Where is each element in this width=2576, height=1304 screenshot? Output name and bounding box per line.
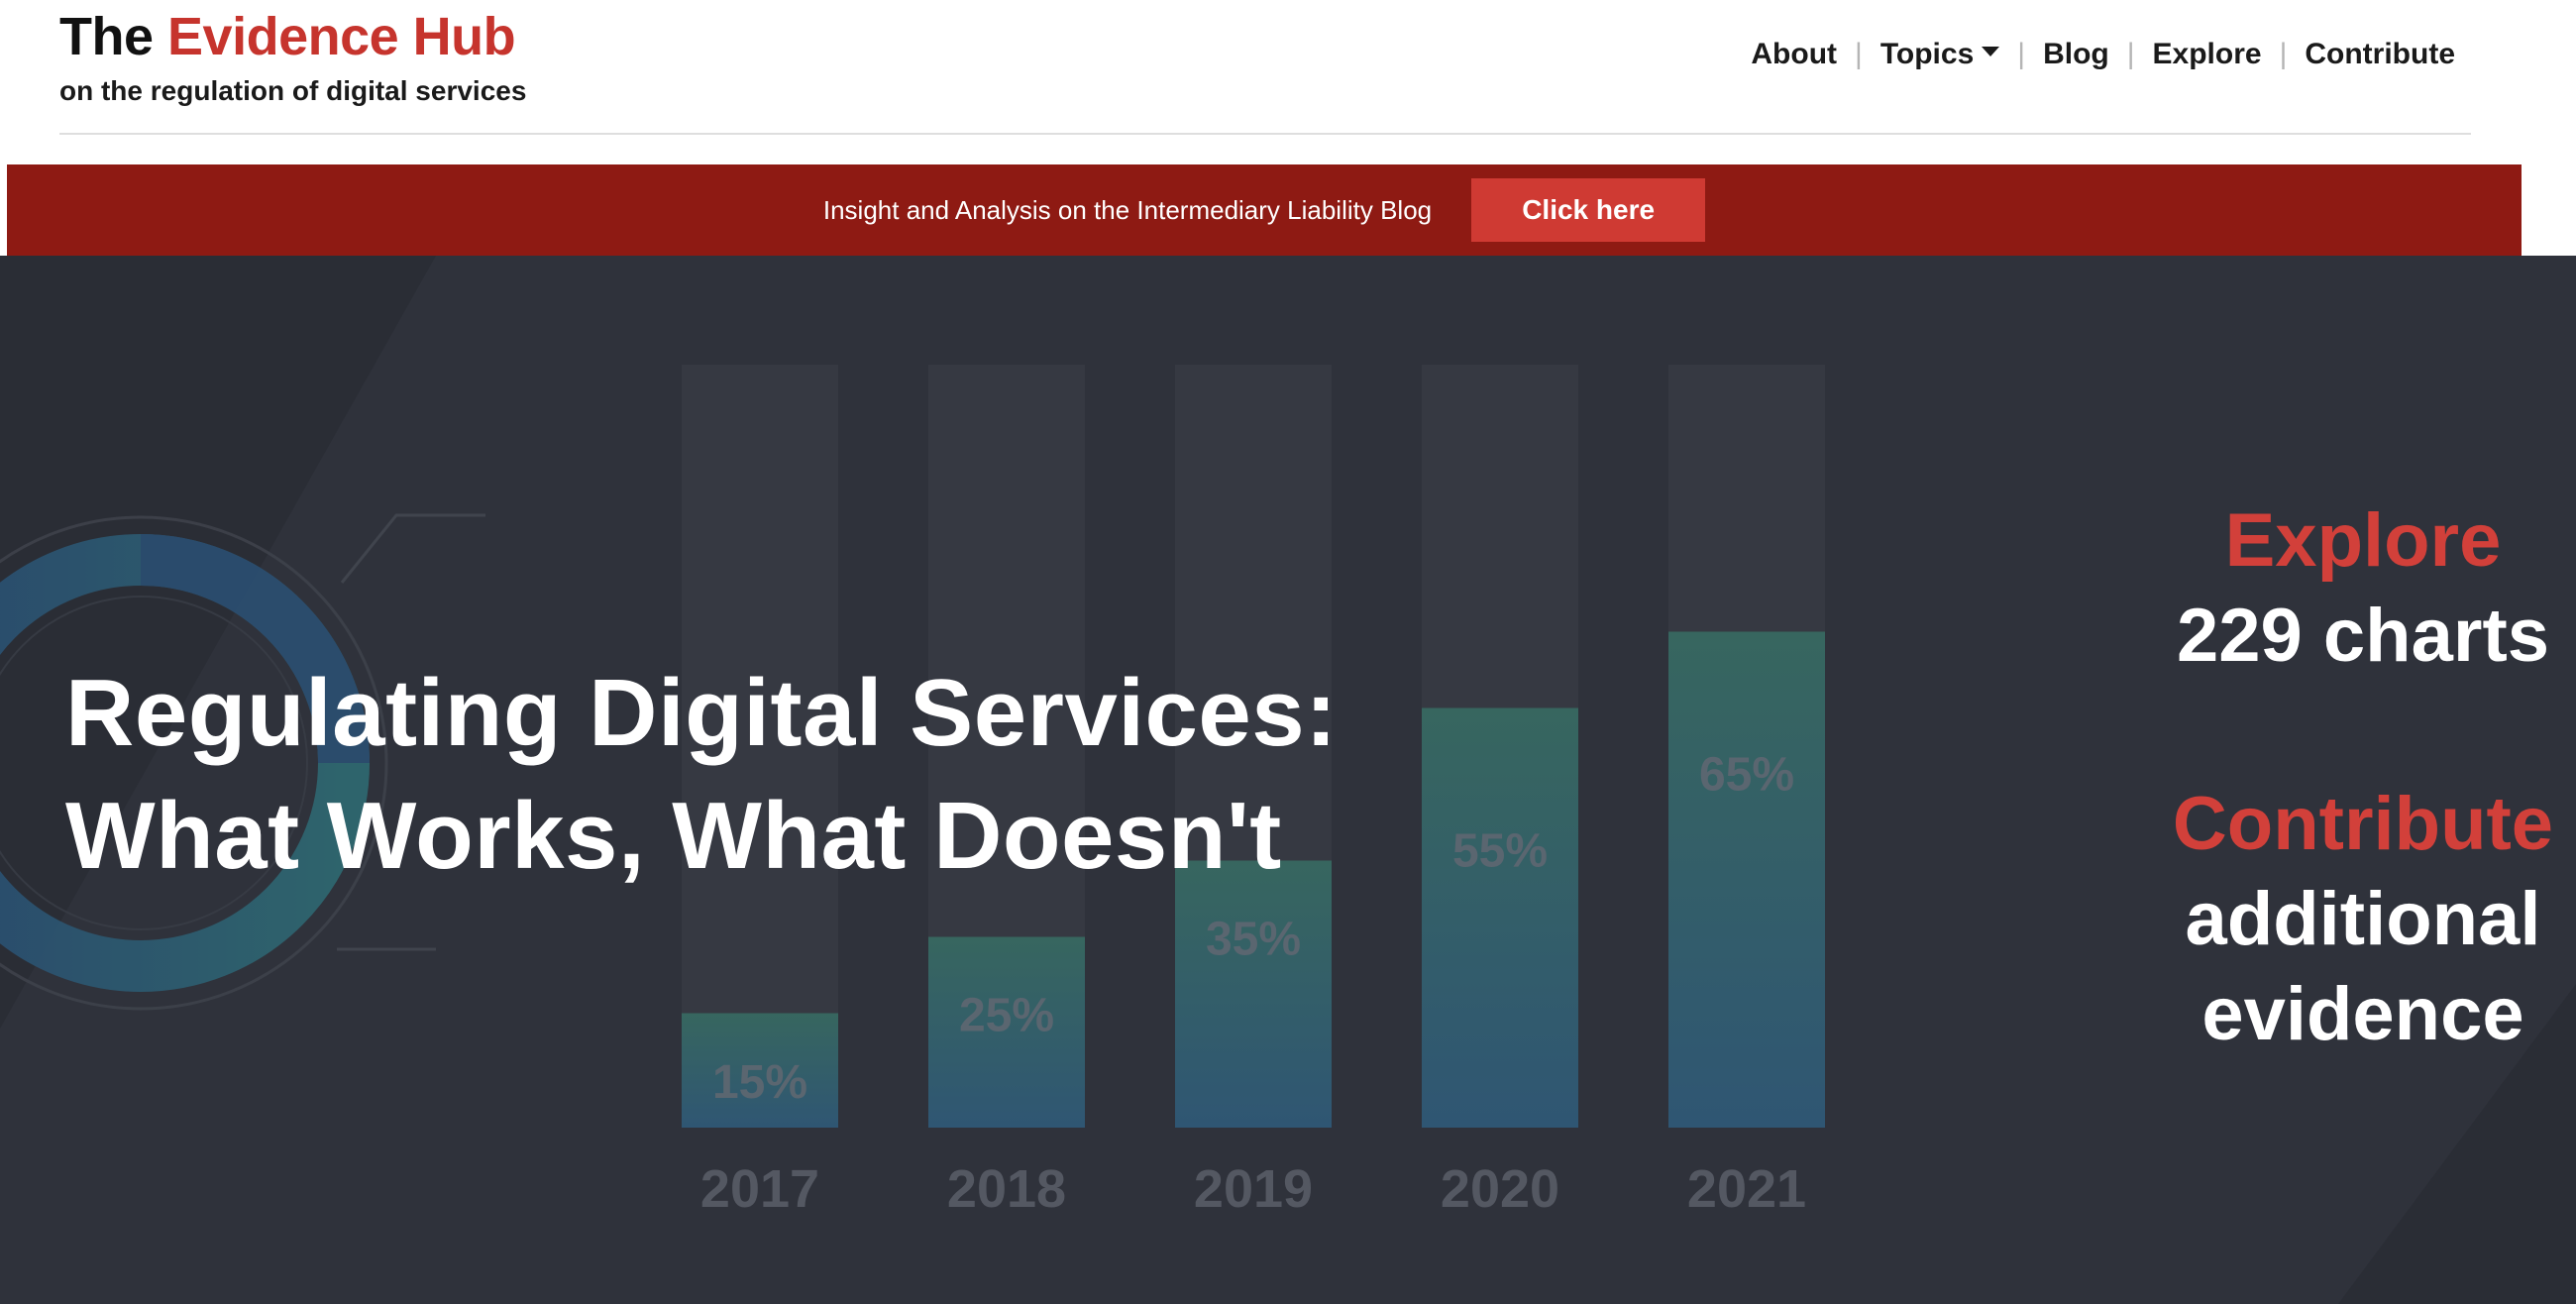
background-bar-chart: 15% 2017 25% 2018 35% 2019 55% 2020 65% 2021 [682,365,1825,1219]
contribute-cta[interactable]: Contribute additional evidence [2160,777,2566,1062]
bar-percent-label: 25% [959,990,1054,1042]
bar-2018 [928,936,1085,1128]
bar-percent-label: 35% [1206,914,1301,966]
bar-year-label: 2018 [947,1159,1066,1219]
hero-section: 15% 2017 25% 2018 35% 2019 55% 2020 65% 2021 Regu… [0,256,2576,1304]
bar-2019 [1175,860,1332,1128]
explore-cta[interactable]: Explore 229 charts [2160,493,2566,684]
nav-about[interactable]: About [1751,38,1838,70]
explore-count: 229 charts [2176,594,2550,678]
contribute-label: Contribute [2172,782,2554,866]
nav-separator: | [2126,38,2135,70]
nav-blog[interactable]: Blog [2043,38,2109,70]
contribute-line-2: evidence [2201,972,2524,1056]
nav-separator: | [2017,38,2026,70]
bar-2020 [1422,707,1578,1128]
explore-label: Explore [2224,498,2502,583]
bar-percent-label: 15% [712,1056,807,1109]
bar-year-label: 2017 [700,1159,819,1219]
header-divider [59,133,2471,135]
bg-diagonal-left [0,256,436,1029]
hero-title-line-2: What Works, What Doesn't [65,783,1282,889]
brand-logo[interactable]: The Evidence Hub on the regulation of di… [59,4,526,107]
bar-percent-label: 65% [1699,749,1794,802]
brand-title[interactable]: The Evidence Hub [59,4,526,69]
bg-diagonal-right [2338,984,2576,1304]
hero-background-graphic: 15% 2017 25% 2018 35% 2019 55% 2020 65% 2021 [0,256,2576,1304]
bar-year-label: 2020 [1441,1159,1559,1219]
brand-prefix: The [59,7,154,66]
site-header: The Evidence Hub on the regulation of di… [0,0,2576,159]
nav-contribute[interactable]: Contribute [2305,38,2455,70]
caret-down-icon [1982,47,2000,57]
bar-2017 [682,1013,838,1128]
nav-separator: | [2279,38,2288,70]
contribute-line-1: additional [2185,877,2541,961]
announcement-banner: Insight and Analysis on the Intermediary… [7,164,2522,256]
bar-year-label: 2021 [1687,1159,1806,1219]
brand-tagline: on the regulation of digital services [59,75,527,106]
brand-name: Evidence Hub [167,7,516,66]
bar-year-label: 2019 [1194,1159,1313,1219]
bar-track [682,365,838,1128]
bar-2021 [1668,631,1825,1128]
nav-topics-label: Topics [1879,38,1975,70]
nav-explore[interactable]: Explore [2152,38,2262,70]
donut-graphic [0,513,485,1011]
hero-title-line-1: Regulating Digital Services: [65,660,1338,766]
bar-percent-label: 55% [1452,825,1548,878]
nav-topics-dropdown[interactable]: Topics [1879,38,2000,71]
nav-separator: | [1855,38,1863,70]
main-nav: About | Topics | Blog | Explore | Contri… [1751,38,2455,71]
hero-title: Regulating Digital Services: What Works,… [65,652,1338,898]
announcement-text: Insight and Analysis on the Intermediary… [822,194,1433,225]
click-here-button[interactable]: Click here [1471,178,1706,242]
